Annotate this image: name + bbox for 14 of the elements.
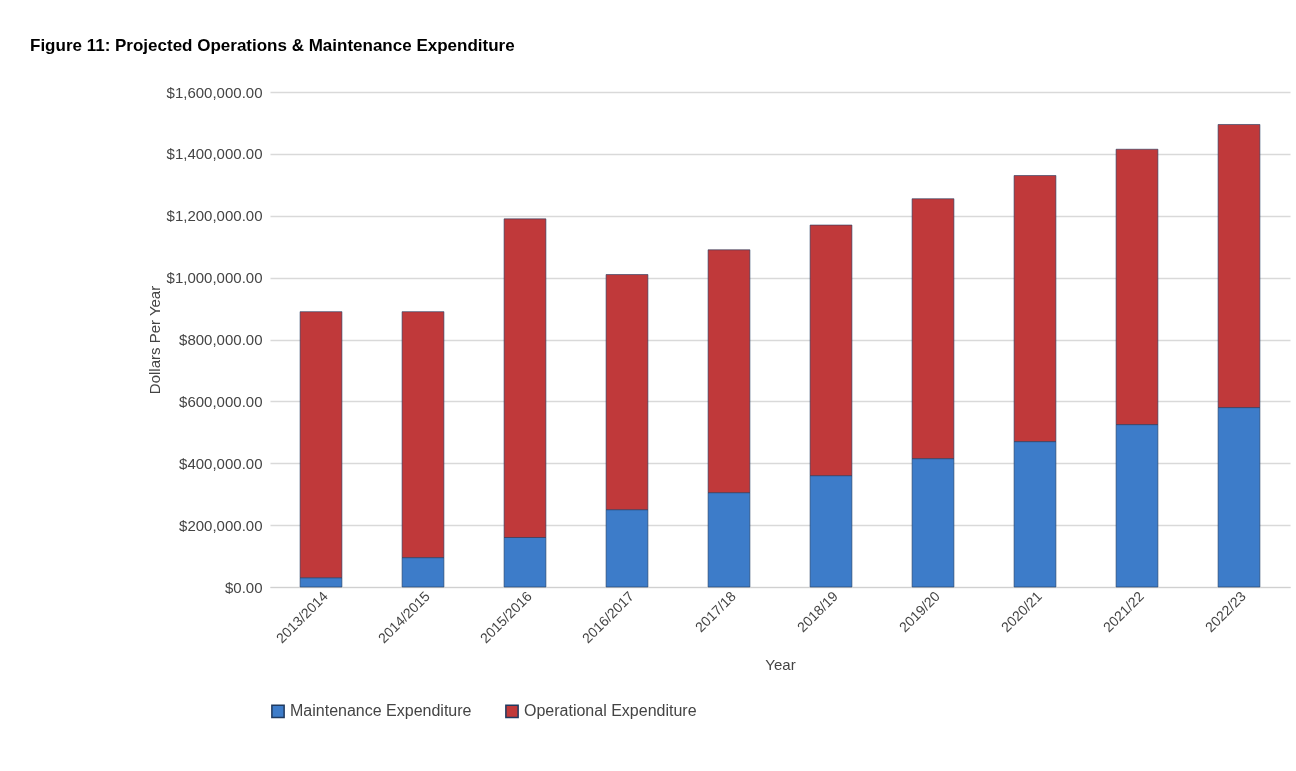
y-tick-label: $1,000,000.00	[166, 269, 263, 287]
legend-label: Operational Expenditure	[524, 702, 697, 720]
y-tick-label: $0.00	[224, 578, 263, 596]
legend-label: Maintenance Expenditure	[290, 702, 472, 720]
x-axis-title: Year	[765, 656, 796, 674]
y-axis-title: Dollars Per Year	[145, 285, 163, 395]
y-tick-label: $800,000.00	[179, 331, 263, 348]
chart-title: Figure 11: Projected Operations & Maintenance Expenditure	[30, 36, 515, 55]
y-tick-label: $200,000.00	[179, 516, 263, 534]
y-tick-label: $1,200,000.00	[166, 207, 263, 225]
y-tick-label: $1,600,000.00	[166, 83, 263, 101]
y-tick-label: $600,000.00	[179, 392, 263, 410]
y-tick-label: $1,400,000.00	[166, 145, 263, 163]
y-tick-label: $400,000.00	[179, 454, 263, 472]
